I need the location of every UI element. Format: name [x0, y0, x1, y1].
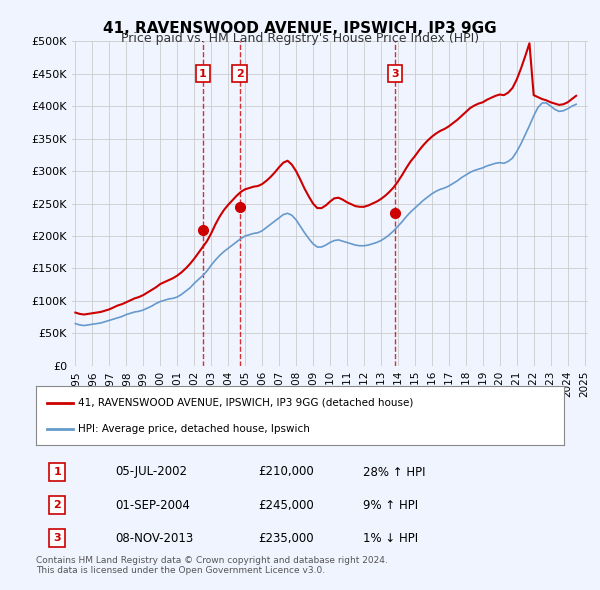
Text: HPI: Average price, detached house, Ipswich: HPI: Average price, detached house, Ipsw…	[78, 424, 310, 434]
Text: Price paid vs. HM Land Registry's House Price Index (HPI): Price paid vs. HM Land Registry's House …	[121, 32, 479, 45]
Text: 2: 2	[236, 69, 244, 78]
Text: £235,000: £235,000	[258, 532, 313, 545]
Text: 1: 1	[199, 69, 207, 78]
Text: 05-JUL-2002: 05-JUL-2002	[115, 466, 187, 478]
Text: 2: 2	[53, 500, 61, 510]
Text: 3: 3	[392, 69, 399, 78]
Text: 41, RAVENSWOOD AVENUE, IPSWICH, IP3 9GG: 41, RAVENSWOOD AVENUE, IPSWICH, IP3 9GG	[103, 21, 497, 35]
Text: 08-NOV-2013: 08-NOV-2013	[115, 532, 193, 545]
Text: 9% ↑ HPI: 9% ↑ HPI	[364, 499, 418, 512]
Text: 41, RAVENSWOOD AVENUE, IPSWICH, IP3 9GG (detached house): 41, RAVENSWOOD AVENUE, IPSWICH, IP3 9GG …	[78, 398, 413, 408]
Text: 1% ↓ HPI: 1% ↓ HPI	[364, 532, 418, 545]
Text: 01-SEP-2004: 01-SEP-2004	[115, 499, 190, 512]
Text: £210,000: £210,000	[258, 466, 314, 478]
Text: 28% ↑ HPI: 28% ↑ HPI	[364, 466, 426, 478]
Text: £245,000: £245,000	[258, 499, 314, 512]
Text: Contains HM Land Registry data © Crown copyright and database right 2024.
This d: Contains HM Land Registry data © Crown c…	[36, 556, 388, 575]
Text: 3: 3	[53, 533, 61, 543]
Text: 1: 1	[53, 467, 61, 477]
